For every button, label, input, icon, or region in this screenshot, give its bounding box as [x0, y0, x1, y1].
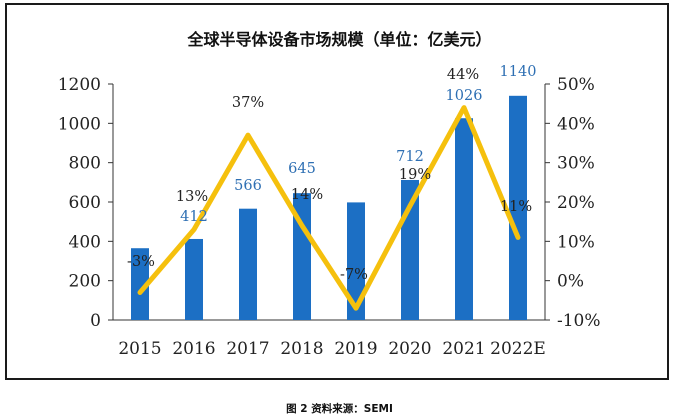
x-axis-tick-label: 2015: [118, 339, 161, 359]
growth-data-label: 44%: [447, 67, 479, 83]
right-axis-tick-label: 0%: [557, 272, 584, 292]
right-axis-tick-label: 10%: [557, 232, 595, 252]
bar: [131, 248, 149, 320]
right-axis-tick-label: 20%: [557, 193, 595, 213]
x-axis-tick-label: 2016: [172, 339, 215, 359]
growth-data-label: 37%: [232, 95, 264, 111]
left-axis-tick-label: 800: [69, 154, 101, 174]
right-axis-tick-label: 40%: [557, 114, 595, 134]
growth-data-label: 14%: [291, 187, 323, 203]
bar-data-label: 412: [180, 209, 208, 225]
right-axis-tick-label: 50%: [557, 75, 595, 95]
bar: [293, 193, 311, 320]
bar-data-label: 566: [234, 178, 262, 194]
left-axis-tick-label: 0: [90, 311, 101, 331]
bar: [185, 238, 203, 320]
right-axis-tick-label: 30%: [557, 154, 595, 174]
x-axis-tick-label: 2017: [226, 339, 269, 359]
x-axis-tick-label: 2021: [442, 339, 485, 359]
growth-data-label: -7%: [340, 267, 368, 283]
left-axis-tick-label: 1000: [58, 114, 101, 134]
figure-caption: 图 2 资料来源：SEMI: [286, 403, 393, 415]
bar: [347, 202, 365, 320]
growth-data-label: -3%: [127, 254, 155, 270]
x-axis-tick-label: 2022E: [490, 339, 546, 359]
x-axis-tick-label: 2019: [334, 339, 377, 359]
growth-line: [137, 105, 521, 311]
left-axis-tick-label: 200: [69, 272, 101, 292]
left-axis-tick-label: 1200: [58, 75, 101, 95]
x-axis-tick-label: 2018: [280, 339, 323, 359]
bar: [455, 118, 473, 320]
x-axis-tick-label: 2020: [388, 339, 431, 359]
left-axis-tick-label: 400: [69, 232, 101, 252]
growth-data-label: 19%: [399, 167, 431, 183]
growth-data-label: 11%: [500, 199, 532, 215]
bar-data-label: 1140: [500, 64, 537, 80]
growth-data-label: 13%: [176, 189, 208, 205]
chart-title: 全球半导体设备市场规模（单位：亿美元）: [187, 30, 492, 49]
bar-data-label: 712: [396, 149, 424, 165]
right-axis-tick-label: -10%: [557, 311, 601, 331]
bar: [239, 208, 257, 320]
bar-data-label: 1026: [446, 88, 483, 104]
bar-data-label: 645: [288, 161, 316, 177]
bar: [509, 95, 527, 320]
chart-frame: [5, 3, 669, 380]
left-axis-tick-label: 600: [69, 193, 101, 213]
